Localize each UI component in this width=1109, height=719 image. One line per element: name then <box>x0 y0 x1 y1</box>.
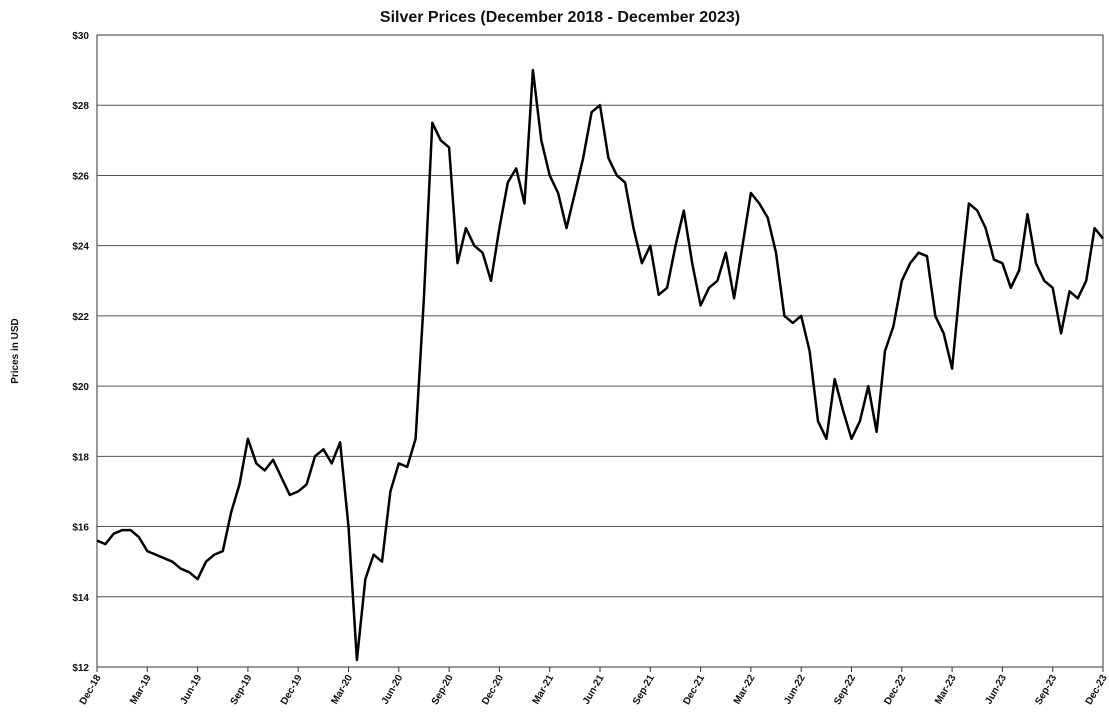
price-line <box>96 68 1104 662</box>
y-tick-label: $12 <box>72 663 89 674</box>
y-tick-label: $30 <box>72 31 89 42</box>
x-tick-label: Mar-22 <box>732 673 758 707</box>
x-tick-label: Dec-19 <box>279 673 305 707</box>
x-tick-label: Jun-21 <box>581 673 607 707</box>
plot-frame <box>96 34 1104 668</box>
x-tick-label: Jun-22 <box>782 673 808 707</box>
x-tick-label: Dec-20 <box>480 673 506 707</box>
x-tick-label: Sep-20 <box>430 673 456 707</box>
y-tick-label: $26 <box>72 171 89 182</box>
y-axis-title: Prices in USD <box>10 318 21 384</box>
x-tick-label: Mar-23 <box>933 673 959 707</box>
x-tick-label: Dec-23 <box>1084 673 1109 707</box>
x-tick-label: Dec-21 <box>681 673 707 707</box>
x-tick-label: Sep-19 <box>229 673 255 707</box>
y-tick-label: $28 <box>72 101 89 112</box>
x-tick-label: Mar-19 <box>128 673 154 707</box>
x-tick-label: Dec-18 <box>78 673 104 707</box>
y-tick-label: $14 <box>72 593 89 604</box>
x-tick-label: Sep-22 <box>832 673 858 707</box>
x-tick-label: Mar-21 <box>531 673 557 707</box>
x-tick-label: Jun-23 <box>983 673 1009 707</box>
y-tick-label: $20 <box>72 382 89 393</box>
y-tick-label: $16 <box>72 523 89 534</box>
x-tick-label: Sep-23 <box>1033 673 1059 707</box>
x-tick-label: Sep-21 <box>631 673 657 707</box>
y-tick-label: $24 <box>72 242 89 253</box>
x-tick-label: Jun-20 <box>380 673 406 707</box>
x-tick-label: Mar-20 <box>329 673 355 707</box>
chart-title: Silver Prices (December 2018 - December … <box>380 9 740 26</box>
y-tick-label: $18 <box>72 452 89 463</box>
y-tick-label: $22 <box>72 312 89 323</box>
x-tick-label: Dec-22 <box>882 673 908 707</box>
x-tick-label: Jun-19 <box>179 673 205 707</box>
